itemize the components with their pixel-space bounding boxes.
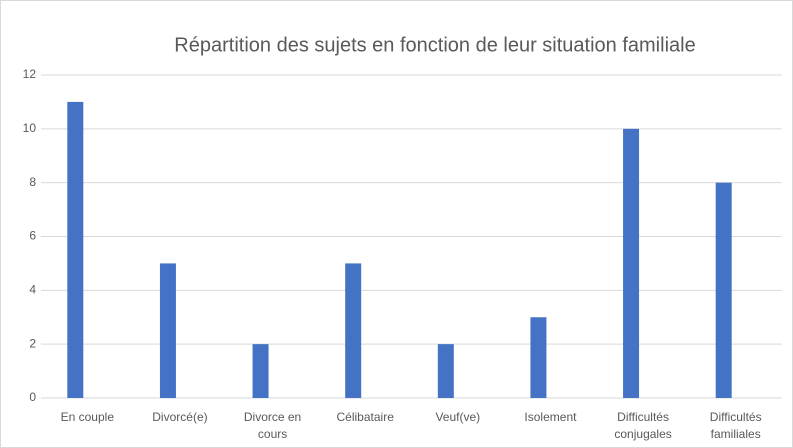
x-tick-label: Isolement [524,410,577,424]
bar [437,344,454,398]
y-tick-label: 6 [29,229,36,243]
y-tick-label: 10 [23,121,37,135]
x-tick-label: Difficultés familiales [709,410,762,441]
x-tick-label: En couple [60,410,114,424]
bar [67,101,84,399]
x-tick-label: Veuf(ve) [435,410,481,424]
bar [530,317,547,398]
x-tick-label: Difficultés conjugales [614,410,672,441]
x-tick-label: Célibataire [336,410,394,424]
x-tick-label: Divorce en cours [243,410,302,441]
bar [159,263,176,398]
y-tick-label: 2 [29,336,36,350]
bar [623,128,640,399]
y-tick-label: 8 [29,175,36,189]
bar [252,344,269,398]
y-tick-label: 0 [29,390,36,404]
bar [345,263,362,398]
bar [715,182,732,398]
x-tick-label: Divorcé(e) [152,410,208,424]
y-tick-label: 4 [29,283,36,297]
y-tick-label: 12 [23,67,37,81]
chart-title: Répartition des sujets en fonction de le… [174,34,695,56]
